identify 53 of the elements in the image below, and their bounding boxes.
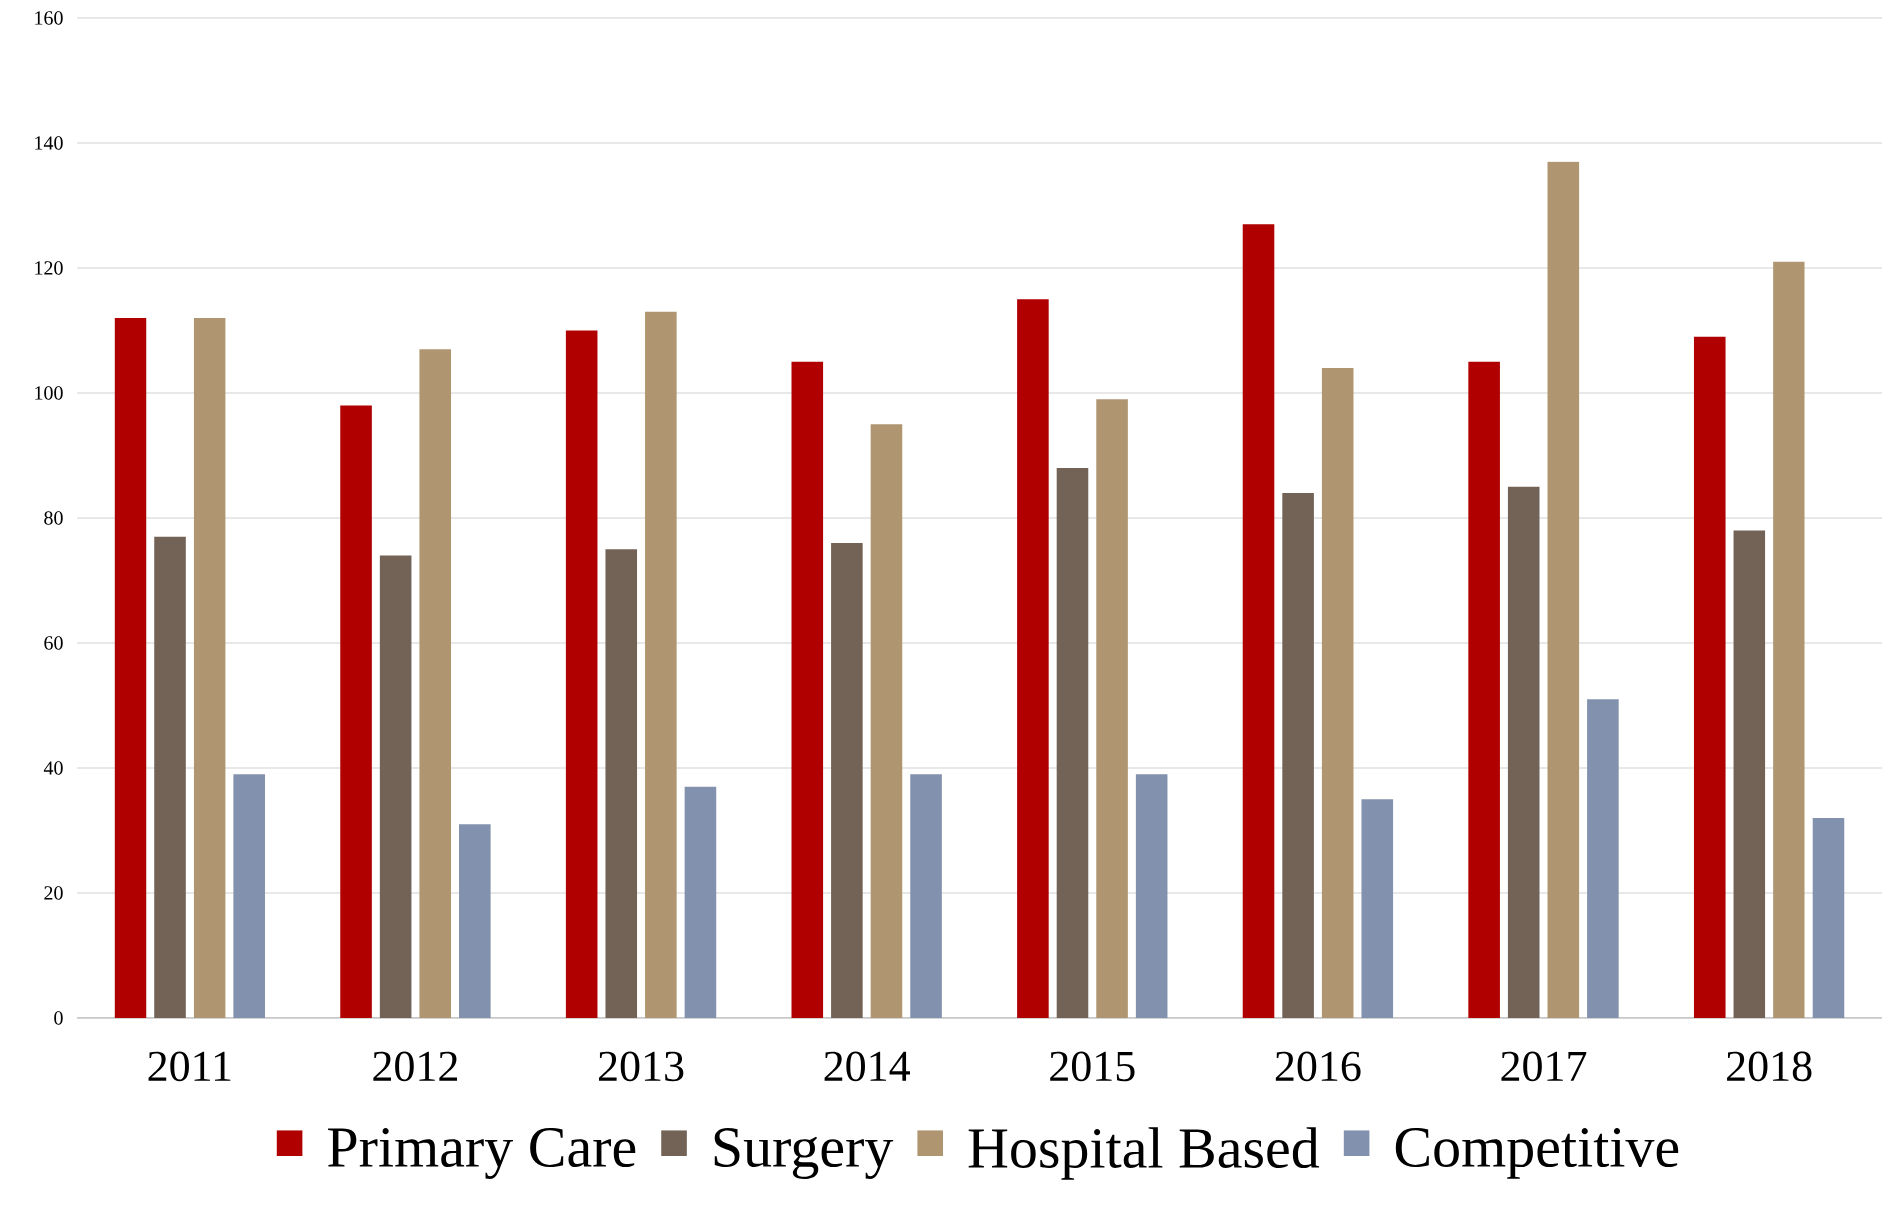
bar [1468, 361, 1500, 1018]
y-tick-label: 160 [35, 11, 63, 25]
bar [419, 349, 452, 1018]
bar [1361, 799, 1394, 1018]
bar [1135, 774, 1168, 1018]
bar [154, 536, 186, 1018]
legend-label: Competitive [1395, 1128, 1679, 1179]
x-tick-label: 2017 [1501, 1051, 1587, 1082]
legend-label: Hospital Based [968, 1127, 1320, 1180]
bar [605, 549, 638, 1018]
x-tick-label: 2018 [1727, 1051, 1812, 1082]
bar [831, 542, 863, 1018]
x-tick-label: 2014 [824, 1051, 910, 1082]
x-tick-label: 2011 [148, 1051, 231, 1082]
bar [565, 330, 598, 1018]
x-tick-label: 2012 [373, 1051, 458, 1082]
bar [1321, 367, 1354, 1018]
bar [1773, 261, 1805, 1018]
bar [233, 774, 265, 1018]
y-tick-label: 100 [35, 386, 63, 400]
bar [645, 311, 677, 1018]
legend-label: Primary Care [328, 1128, 636, 1180]
x-tick-label: 2015 [1050, 1051, 1135, 1082]
bar [1733, 530, 1766, 1018]
bar [1507, 486, 1540, 1018]
bar [340, 405, 372, 1018]
bar [1282, 492, 1314, 1018]
bar [1096, 399, 1128, 1018]
bar [459, 824, 491, 1018]
bar [1242, 224, 1275, 1018]
y-tick-label: 140 [35, 136, 63, 150]
bar [1056, 467, 1089, 1018]
bar [910, 774, 942, 1018]
bar [114, 317, 147, 1018]
bar [684, 786, 717, 1018]
bar [1812, 817, 1845, 1018]
bar [1547, 161, 1580, 1018]
bar [1017, 299, 1049, 1018]
y-tick-label: 60 [44, 636, 63, 650]
legend-label: Surgery [714, 1128, 894, 1180]
bar [1693, 336, 1726, 1018]
y-tick-label: 0 [54, 1011, 63, 1025]
bar [193, 317, 226, 1018]
bar [379, 555, 412, 1018]
bar [791, 361, 824, 1018]
bar [870, 424, 903, 1018]
x-tick-label: 2013 [598, 1051, 684, 1082]
y-tick-label: 120 [35, 261, 63, 275]
y-tick-label: 40 [43, 761, 63, 775]
y-tick-label: 80 [44, 511, 63, 525]
x-tick-label: 2016 [1275, 1051, 1361, 1082]
bar [1587, 699, 1619, 1018]
y-tick-label: 20 [44, 886, 63, 900]
